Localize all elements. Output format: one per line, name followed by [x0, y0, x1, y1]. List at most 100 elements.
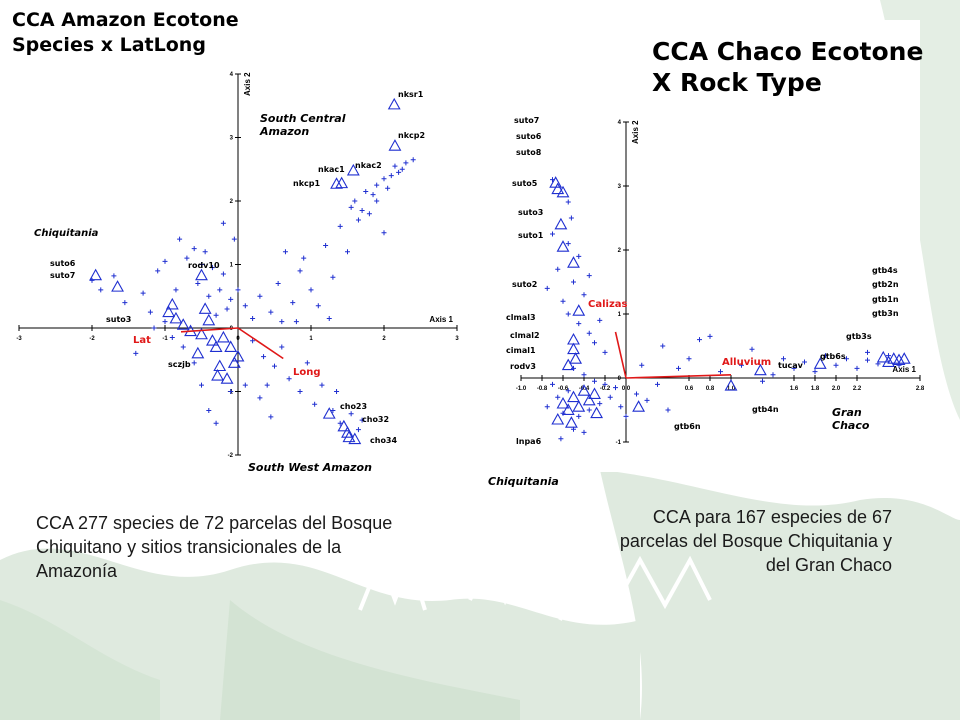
- species-point: [555, 394, 561, 400]
- site-point: [892, 353, 906, 366]
- site-label: clmal3: [506, 313, 536, 322]
- species-point: [560, 298, 566, 304]
- species-point: [293, 319, 299, 325]
- species-point: [89, 277, 95, 283]
- species-point: [359, 208, 365, 214]
- site-point: [162, 305, 176, 318]
- species-point: [823, 353, 828, 359]
- site-point: [567, 332, 580, 345]
- group-label: Amazon: [259, 125, 309, 138]
- site-label: gtb3n: [872, 309, 899, 318]
- caption-left: CCA 277 species de 72 parcelas del Bosqu…: [36, 513, 393, 581]
- site-label: suto1: [518, 231, 544, 240]
- site-point: [556, 185, 570, 198]
- x-tick-label: 1.8: [811, 386, 820, 392]
- species-point: [403, 160, 409, 166]
- species-point: [268, 414, 274, 420]
- group-label: Chaco: [832, 419, 870, 432]
- site-point: [198, 302, 212, 314]
- species-point: [571, 279, 576, 285]
- x-tick-label: 0.8: [706, 386, 715, 392]
- species-point: [228, 389, 234, 394]
- site-point: [632, 400, 646, 412]
- species-point: [133, 350, 139, 356]
- species-point: [297, 389, 303, 394]
- species-point: [607, 394, 613, 400]
- species-point: [597, 317, 603, 323]
- site-point: [220, 372, 234, 384]
- species-point: [290, 300, 296, 306]
- site-point: [567, 342, 580, 355]
- x-tick-label: -2: [89, 336, 95, 342]
- site-point: [216, 330, 230, 343]
- site-point: [176, 318, 190, 330]
- site-label: rodv3: [510, 362, 536, 371]
- site-point: [191, 346, 205, 359]
- vector-label: Alluvium: [722, 357, 771, 368]
- y-tick-label: 2: [618, 248, 622, 254]
- site-label: gtb1n: [872, 295, 899, 304]
- site-label: cho34: [370, 436, 398, 445]
- species-point: [686, 356, 692, 362]
- site-point: [556, 240, 570, 252]
- y-axis-label: Axis 2: [631, 120, 640, 144]
- species-point: [242, 382, 248, 388]
- species-point: [162, 319, 168, 325]
- title-line: CCA Amazon Ecotone: [12, 9, 239, 31]
- species-point: [812, 369, 818, 375]
- site-label: clmal2: [510, 331, 540, 340]
- x-tick-label: 0.6: [685, 386, 694, 392]
- species-point: [865, 349, 870, 355]
- site-point: [322, 407, 336, 419]
- species-point: [191, 246, 197, 252]
- site-label: nkac2: [355, 161, 382, 170]
- species-point: [98, 287, 104, 293]
- site-point: [549, 176, 563, 188]
- species-point: [366, 211, 372, 217]
- x-tick-label: 0: [236, 336, 240, 342]
- site-label: cimal1: [506, 346, 536, 355]
- species-point: [370, 192, 376, 198]
- species-point: [330, 274, 336, 280]
- species-point: [199, 262, 204, 267]
- species-point: [268, 309, 274, 315]
- species-point: [802, 359, 807, 365]
- chart-left-title: CCA Amazon Ecotone Species x LatLong: [12, 8, 239, 58]
- species-point: [410, 157, 416, 163]
- y-tick-label: 1: [618, 312, 622, 318]
- species-point: [355, 427, 361, 433]
- species-point: [565, 311, 571, 317]
- site-label: nkcp1: [293, 179, 320, 188]
- site-point: [567, 390, 580, 403]
- site-point: [335, 176, 349, 189]
- species-point: [558, 436, 564, 442]
- species-point: [381, 230, 387, 236]
- species-point: [345, 249, 350, 255]
- species-point: [544, 404, 550, 410]
- x-tick-label: 3: [455, 336, 459, 342]
- site-label: gtb2n: [872, 280, 899, 289]
- site-point: [882, 355, 895, 367]
- species-point: [565, 241, 571, 247]
- site-point: [165, 297, 179, 310]
- site-label: nksr1: [398, 90, 424, 99]
- species-point: [844, 356, 849, 362]
- y-tick-label: 1: [230, 263, 234, 269]
- species-point: [665, 407, 671, 413]
- y-tick-label: 3: [230, 136, 234, 142]
- species-point: [576, 413, 582, 419]
- site-point: [388, 139, 402, 151]
- species-point: [576, 253, 582, 259]
- site-point: [572, 400, 586, 412]
- site-label: gtb3s: [846, 332, 872, 341]
- species-point: [250, 338, 256, 344]
- x-tick-label: -3: [16, 336, 22, 342]
- species-point: [550, 381, 555, 387]
- site-label: suto6: [50, 259, 76, 268]
- species-point: [660, 343, 666, 349]
- vector-label: Lat: [133, 335, 151, 346]
- site-point: [195, 327, 208, 340]
- species-point: [639, 362, 645, 368]
